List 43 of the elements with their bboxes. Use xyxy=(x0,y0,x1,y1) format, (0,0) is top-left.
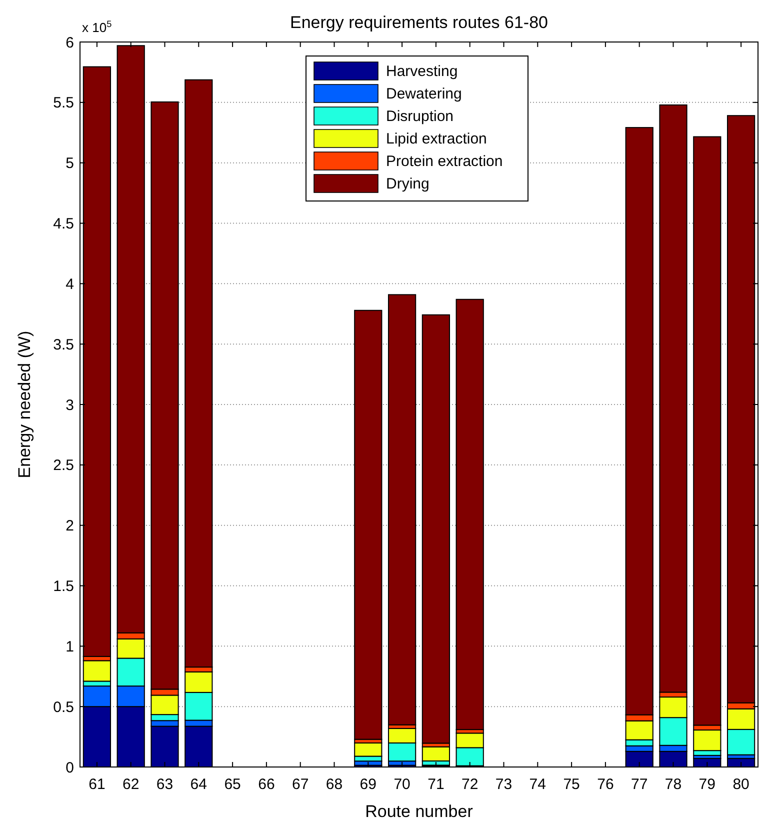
x-axis-title: Route number xyxy=(365,802,474,821)
x-tick-label: 79 xyxy=(698,776,716,793)
x-tick-label: 61 xyxy=(88,776,106,793)
y-tick-label: 2.5 xyxy=(53,457,74,474)
y-axis-title: Energy needed (W) xyxy=(15,330,34,478)
y-tick-label: 5 xyxy=(66,155,74,172)
legend-label: Disruption xyxy=(386,108,454,125)
y-tick-label: 0 xyxy=(66,759,74,776)
x-tick-label: 70 xyxy=(394,776,410,793)
x-tick-label: 80 xyxy=(732,776,750,793)
x-tick-label: 65 xyxy=(224,776,241,793)
legend-label: Harvesting xyxy=(386,63,458,80)
x-tick-label: 67 xyxy=(292,776,309,793)
x-tick-label: 76 xyxy=(597,776,614,793)
x-tick-label: 77 xyxy=(631,776,648,793)
x-tick-label: 78 xyxy=(664,776,682,793)
legend-label: Drying xyxy=(386,176,430,192)
x-tick-label: 72 xyxy=(462,776,478,793)
y-tick-label: 0.5 xyxy=(53,698,74,716)
y-tick-label: 3.5 xyxy=(53,336,74,354)
y-tick-label: 3 xyxy=(66,396,74,414)
y-tick-label: 1.5 xyxy=(53,578,74,595)
x-tick-label: 73 xyxy=(495,776,512,793)
legend-label: Protein extraction xyxy=(386,153,503,170)
legend-label: Lipid extraction xyxy=(386,130,487,148)
x-tick-label: 64 xyxy=(190,776,207,793)
y-tick-label: 6 xyxy=(66,34,74,52)
y-tick-label: 1 xyxy=(66,638,74,656)
chart-title: Energy requirements routes 61-80 xyxy=(290,13,548,32)
x-tick-label: 63 xyxy=(156,776,174,793)
x-tick-label: 74 xyxy=(529,776,546,793)
legend-label: Dewatering xyxy=(386,86,462,102)
x-tick-label: 66 xyxy=(258,776,275,793)
text: x 10$^{5}$ xyxy=(82,19,112,35)
x-tick-label: 75 xyxy=(563,776,580,793)
y-tick-label: 4 xyxy=(66,276,74,293)
y-tick-label: 2 xyxy=(66,518,74,535)
x-tick-label: 62 xyxy=(122,776,140,793)
x-tick-label: 71 xyxy=(428,776,444,793)
y-tick-label: 4.5 xyxy=(53,216,74,232)
y-tick-label: 5.5 xyxy=(53,94,74,112)
x-tick-label: 69 xyxy=(360,776,376,793)
x-tick-label: 68 xyxy=(326,776,343,793)
